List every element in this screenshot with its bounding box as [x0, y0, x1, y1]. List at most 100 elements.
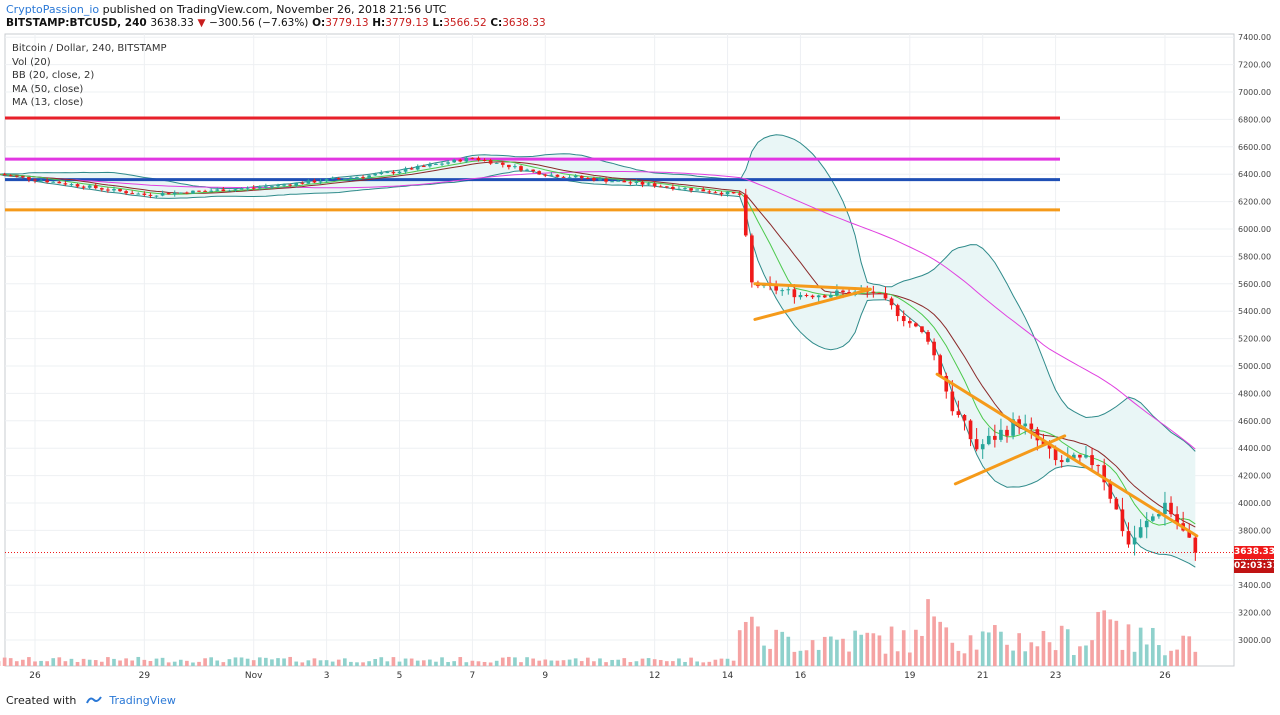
volume-bar: [1114, 620, 1119, 666]
candle-body: [507, 164, 511, 168]
author-link[interactable]: CryptoPassion_io: [6, 3, 100, 16]
volume-bar: [871, 633, 876, 666]
legend-bollinger[interactable]: BB (20, close, 2): [12, 70, 95, 81]
candle-body: [8, 175, 13, 177]
candle-body: [27, 177, 31, 180]
volume-bar: [361, 662, 365, 666]
candle-body: [1169, 502, 1173, 515]
volume-bar: [859, 634, 864, 666]
candle-body: [51, 181, 56, 183]
legend-volume[interactable]: Vol (20): [12, 56, 51, 68]
tradingview-logo-icon: [85, 696, 102, 704]
candle-body: [1144, 520, 1149, 528]
volume-bar: [507, 656, 511, 666]
candle-body: [1157, 514, 1161, 517]
candle-body: [488, 160, 493, 164]
volume-bar: [561, 660, 566, 666]
volume-bar: [1144, 644, 1149, 666]
legend-ma50[interactable]: MA (50, close): [12, 83, 84, 95]
volume-bar: [203, 658, 207, 666]
x-tick-label: 16: [795, 671, 807, 681]
candle-body: [1175, 514, 1179, 524]
volume-bar: [531, 658, 535, 666]
volume-bar: [695, 661, 699, 666]
candle-body: [531, 169, 535, 172]
candle-body: [330, 178, 335, 180]
last-price: 3638.33: [150, 17, 194, 29]
volume-bar: [373, 658, 378, 666]
volume-bar: [1096, 611, 1100, 666]
candle-body: [446, 162, 450, 164]
volume-bar: [1181, 635, 1185, 666]
volume-bar: [112, 658, 116, 666]
legend-title[interactable]: Bitcoin / Dollar, 240, BITSTAMP: [12, 43, 167, 54]
volume-bar: [932, 616, 936, 666]
low-label: L:: [432, 17, 444, 29]
down-arrow-icon: ▼: [197, 17, 206, 29]
candle-body: [185, 192, 189, 194]
candle-body: [1187, 530, 1192, 538]
legend-ma13[interactable]: MA (13, close): [12, 97, 84, 108]
volume-bar: [227, 659, 232, 666]
volume-bar: [8, 658, 13, 666]
volume-bar: [446, 662, 450, 666]
candle-body: [87, 185, 92, 188]
candle-body: [974, 439, 979, 450]
volume-bar: [27, 657, 31, 666]
volume-bar: [598, 658, 602, 666]
volume-bar: [1065, 629, 1070, 666]
x-tick-label: Nov: [245, 671, 263, 681]
candle-body: [349, 177, 353, 179]
volume-bar: [652, 659, 657, 666]
published-text: published on TradingView.com, November 2…: [102, 3, 447, 16]
created-with-text: Created with: [6, 694, 77, 707]
volume-bar: [750, 616, 754, 666]
volume-bar: [835, 639, 839, 666]
candle-body: [798, 295, 803, 298]
y-tick-label: 6600.00: [1238, 143, 1271, 152]
last-price-tag: 3638.33: [1234, 546, 1275, 559]
volume-bar: [895, 651, 900, 666]
y-tick-label: 4600.00: [1238, 417, 1271, 426]
candle-body: [1150, 516, 1155, 521]
y-tick-label: 7400.00: [1238, 33, 1271, 42]
y-tick-label: 6200.00: [1238, 198, 1271, 207]
candle-body: [124, 191, 128, 194]
candle-body: [276, 184, 280, 187]
volume-bar: [889, 626, 894, 666]
candle-body: [938, 355, 942, 376]
volume-bar: [1011, 650, 1015, 666]
volume-bar: [428, 659, 432, 666]
tradingview-link[interactable]: TradingView: [109, 694, 176, 707]
trendline: [753, 287, 872, 321]
volume-bar: [178, 659, 183, 666]
candle-body: [561, 176, 566, 178]
volume-bar: [877, 635, 882, 666]
volume-bar: [118, 660, 122, 666]
price-change: −300.56 (−7.63%): [209, 17, 309, 29]
volume-bar: [154, 658, 159, 666]
volume-bar: [294, 661, 299, 666]
candle-body: [804, 295, 809, 297]
x-tick-label: 26: [29, 671, 41, 681]
volume-bar: [288, 656, 292, 666]
trendlines: [753, 282, 1199, 538]
candle-body: [671, 186, 675, 189]
candle-body: [1029, 423, 1034, 430]
x-tick-label: 7: [470, 671, 476, 681]
candle-body: [100, 188, 104, 190]
volume-bar: [33, 661, 37, 666]
x-tick-label: 9: [542, 671, 548, 681]
candle-body: [106, 189, 110, 191]
volume-bar: [658, 659, 663, 666]
volume-bar: [780, 631, 785, 666]
volume-bar: [731, 660, 736, 666]
candle-body: [634, 181, 639, 183]
candle-body: [598, 178, 602, 181]
candle-body: [336, 178, 341, 180]
volume-bar: [409, 658, 414, 666]
volume-bar: [57, 657, 62, 666]
candle-body: [209, 190, 213, 192]
candle-body: [689, 188, 693, 191]
